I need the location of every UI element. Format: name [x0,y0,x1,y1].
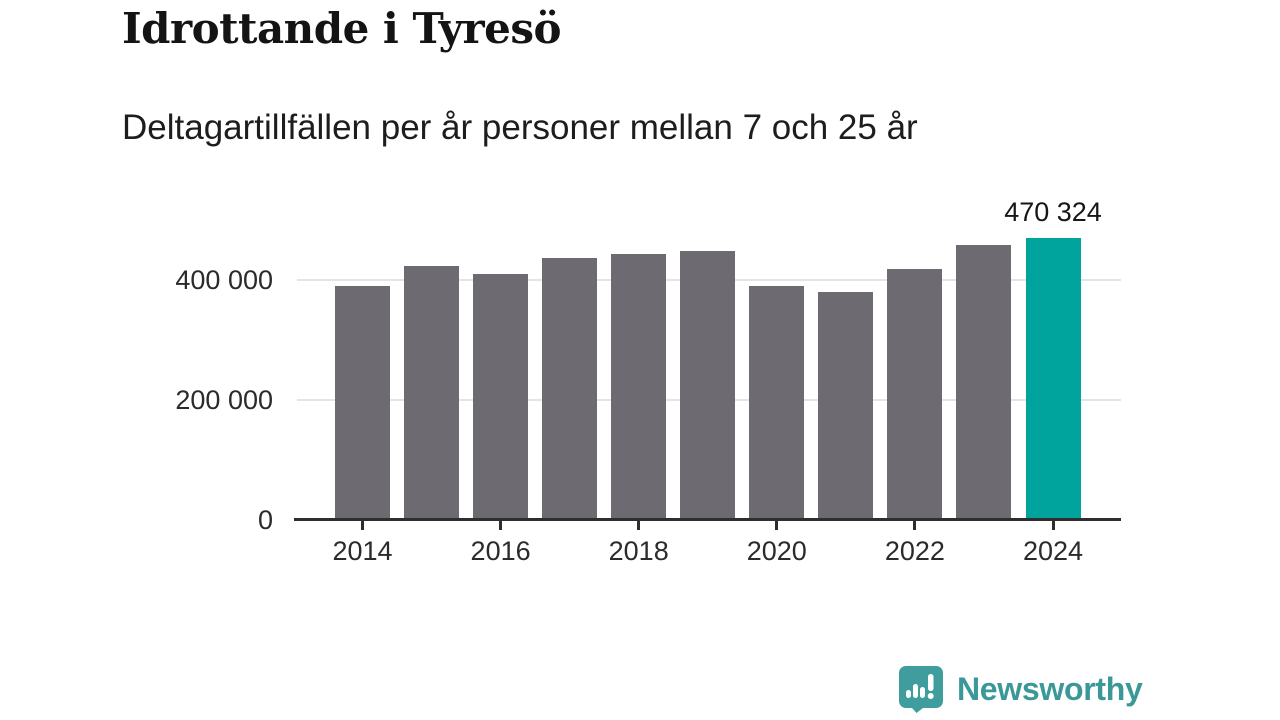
x-axis-line [294,518,1121,521]
y-tick-label-200000: 200 000 [175,385,273,416]
bar-2023 [956,245,1012,520]
y-tick-label-0: 0 [257,505,273,535]
bar-2019 [680,250,736,520]
bar-2020 [749,285,805,520]
x-tick-2020 [775,521,779,530]
x-tick-2014 [361,521,364,530]
x-tick-label-2018: 2018 [608,536,669,566]
bar-2014 [335,286,390,520]
bar-chart-plot-area: 470 324 2014 2016 2018 2020 2022 2024 0 200 000 4… [175,190,1121,566]
bar-2016 [473,273,529,520]
x-tick-2022 [913,521,917,530]
x-tick-2018 [637,521,641,530]
bar-2022 [887,269,943,520]
brand-name: Newsworthy [957,670,1143,707]
x-tick-2016 [499,521,503,530]
x-tick-label-2016: 2016 [470,536,531,566]
x-tick-label-2022: 2022 [884,536,945,566]
x-tick-label-2024: 2024 [1022,536,1084,566]
highlight-value-label: 470 324 [1004,197,1102,228]
y-tick-label-400000: 400 000 [175,265,273,296]
bar-2021 [818,291,874,520]
x-tick-label-2020: 2020 [746,536,807,566]
brand-footer: Newsworthy [898,665,1143,713]
x-tick-label-2014: 2014 [332,536,393,566]
bar-2018 [611,253,667,520]
chart-subtitle: Deltagartillfällen per år personer mella… [122,108,918,147]
x-tick-2024 [1051,521,1055,530]
bar-2024 [1025,238,1081,520]
newsworthy-logo-icon [898,665,944,713]
page-title: Idrottande i Tyresö [122,4,562,53]
bar-2017 [542,258,598,520]
bar-2015 [404,266,460,520]
